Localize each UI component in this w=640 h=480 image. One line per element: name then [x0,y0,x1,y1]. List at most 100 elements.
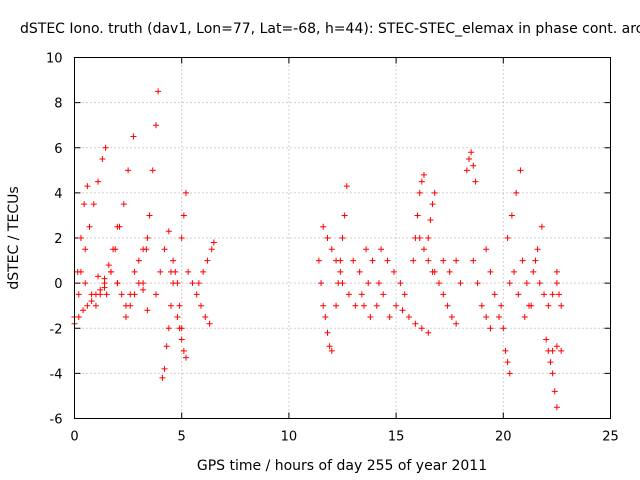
data-point [320,223,327,230]
data-point [365,280,372,287]
data-point [143,246,150,253]
data-point [431,189,438,196]
data-point [337,257,344,264]
data-point [339,235,346,241]
data-point [553,268,560,275]
data-point [375,280,382,287]
data-point [543,336,550,343]
data-point [95,273,102,280]
data-point [176,302,183,309]
data-point [401,291,408,298]
data-point [127,302,134,309]
plot-frame [74,57,611,419]
data-point [435,280,442,287]
y-tick-label: -4 [50,367,63,382]
data-point [182,354,189,361]
data-point [440,291,447,298]
data-point [152,291,159,298]
x-tick-labels: 0 5 10 15 20 25 [70,430,618,445]
x-tick-label: 0 [70,430,78,445]
data-point [161,365,168,372]
data-point [553,404,560,411]
data-point [553,280,560,287]
data-point [77,235,84,241]
data-point [82,280,89,287]
data-point [504,235,511,241]
data-point [324,235,331,241]
data-point [144,307,151,314]
y-tick-label: 6 [54,142,62,157]
data-point [472,178,479,185]
data-point [457,280,464,287]
data-point [174,313,181,320]
data-point [523,280,530,287]
data-point [360,302,367,309]
data-point [390,268,397,275]
data-point [210,239,217,246]
data-point [140,280,147,287]
data-point [165,228,172,235]
data-point [468,149,475,156]
data-point [315,257,322,264]
data-point [352,302,359,309]
data-point [170,257,177,264]
data-point [502,347,509,354]
data-point [328,347,335,354]
data-point [474,280,481,287]
data-point [125,167,132,174]
data-point [356,268,363,275]
y-tick-label: -2 [50,322,63,337]
data-point [176,325,183,332]
y-tick-label: 10 [46,52,63,67]
data-point [410,257,417,264]
data-point [95,178,102,185]
data-point [88,291,95,298]
data-point [425,329,432,336]
data-point [155,88,162,95]
data-point [416,189,423,196]
data-point [116,223,123,230]
data-point [152,122,159,129]
data-point [320,302,327,309]
data-point [131,291,138,298]
data-point [470,162,477,169]
data-point [416,235,423,241]
data-point [118,291,125,298]
x-tick-label: 5 [178,430,186,445]
data-point [536,280,543,287]
data-point [519,257,526,264]
data-point [101,275,108,282]
data-point [197,302,204,309]
data-point [102,144,109,151]
data-point [431,268,438,275]
data-point [86,223,93,230]
y-tick-labels: -6 -4 -2 0 2 4 6 8 10 [46,52,63,428]
data-point [75,313,82,320]
y-tick-label: 2 [54,232,62,247]
data-point [341,212,348,219]
data-point [506,280,513,287]
data-point [318,280,325,287]
data-point [326,343,333,350]
data-point [399,307,406,314]
data-point [130,133,137,140]
data-point [465,156,472,163]
data-point [82,246,89,253]
data-point [425,235,432,241]
data-point [180,212,187,219]
x-tick-label: 15 [388,430,405,445]
data-point [101,284,108,291]
data-point [549,291,556,298]
data-point [549,370,556,377]
data-point [397,280,404,287]
data-point [112,246,119,253]
data-point [427,216,434,223]
data-point [163,343,170,350]
data-point [420,246,427,253]
data-point [99,156,106,163]
data-point [337,268,344,275]
data-point [500,325,507,332]
data-point [200,268,207,275]
data-point [333,302,340,309]
